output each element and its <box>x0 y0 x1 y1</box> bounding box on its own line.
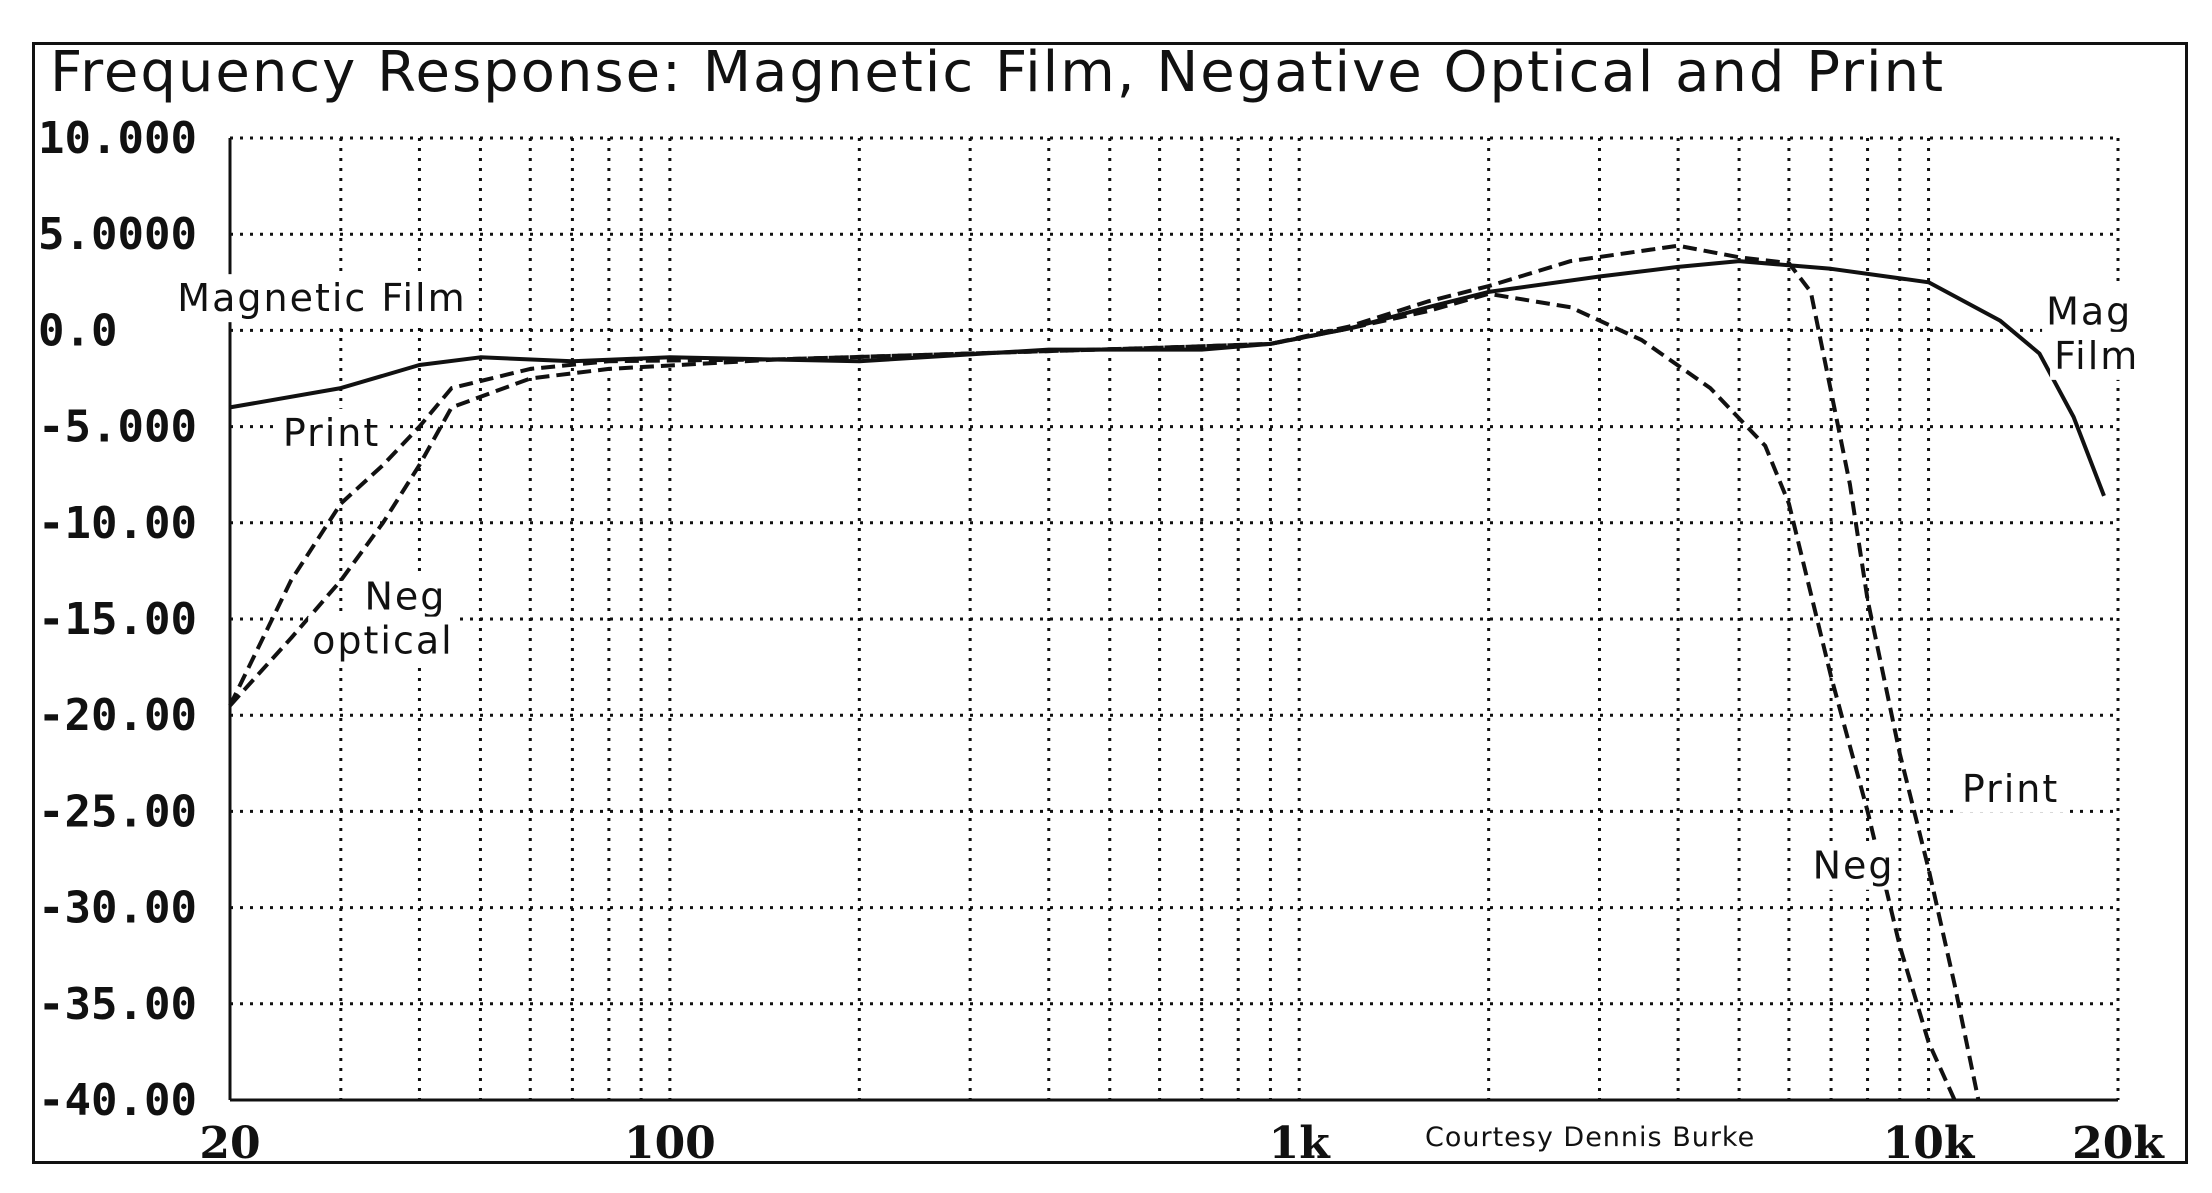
annotation-background <box>2050 331 2144 380</box>
chart-title: Frequency Response: Magnetic Film, Negat… <box>50 40 1946 105</box>
series-annotation: Neg <box>1813 844 1895 888</box>
y-tick-label: -40.00 <box>38 1075 197 1126</box>
annotation-background <box>278 408 385 457</box>
series-annotation: Film <box>2054 334 2139 378</box>
series-annotation: optical <box>312 619 454 663</box>
x-tick-label: 20 <box>199 1118 260 1169</box>
y-tick-label: -25.00 <box>38 786 197 837</box>
y-tick-label: -30.00 <box>38 883 197 934</box>
y-tick-label: -10.00 <box>38 498 197 549</box>
series-annotation: Neg <box>364 574 446 618</box>
series-annotation: Magnetic Film <box>177 276 466 320</box>
y-tick-label: -35.00 <box>38 979 197 1030</box>
x-tick-label: 100 <box>624 1118 716 1169</box>
annotation-background <box>360 572 451 621</box>
series-annotation: Print <box>283 411 380 455</box>
annotation-background <box>2042 287 2137 336</box>
annotation-background <box>1808 841 1899 890</box>
series-line <box>229 259 2106 497</box>
x-tick-label: 10k <box>1883 1118 1976 1169</box>
series-annotation: Mag <box>2046 290 2132 334</box>
y-tick-label: -15.00 <box>38 594 197 645</box>
annotation-background <box>1957 764 2064 813</box>
y-tick-label: -20.00 <box>38 690 197 741</box>
x-tick-label: 20k <box>2072 1118 2165 1169</box>
y-tick-label: 10.000 <box>38 113 197 164</box>
annotation-background <box>173 274 471 323</box>
y-tick-label: -5.000 <box>38 402 197 453</box>
series-line <box>228 243 1981 1101</box>
y-tick-label: 5.0000 <box>38 209 197 260</box>
x-tick-label: 1k <box>1269 1118 1332 1169</box>
chart-frame <box>32 42 2188 1164</box>
annotation-background <box>308 616 458 665</box>
series-line <box>228 291 1957 1101</box>
y-tick-label: 0.0 <box>38 305 117 356</box>
series-annotation: Print <box>1962 767 2059 811</box>
credit-text: Courtesy Dennis Burke <box>1425 1122 1756 1153</box>
